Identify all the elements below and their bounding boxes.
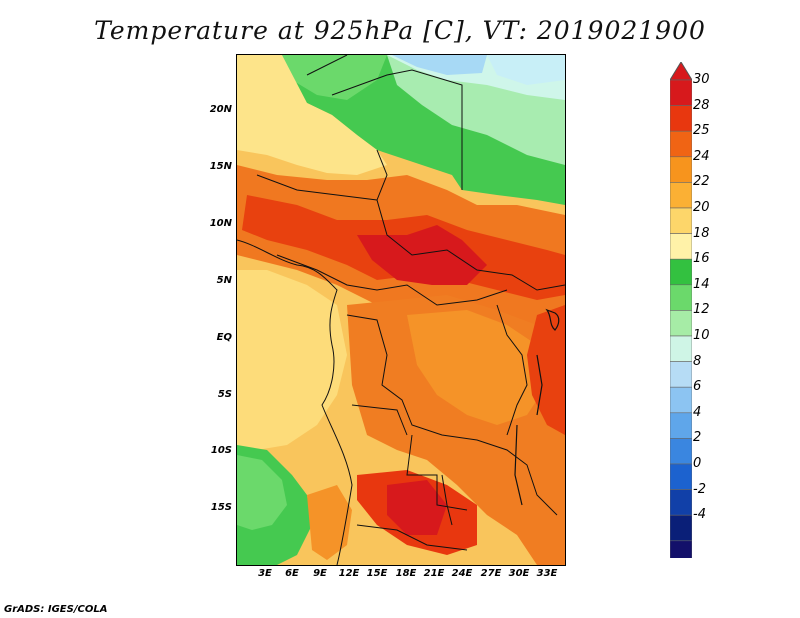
colorbar-label: -4 <box>693 507 706 523</box>
lat-label: 10S <box>210 445 232 456</box>
colorbar-label: 0 <box>693 456 702 471</box>
lon-label: 30E <box>508 568 530 579</box>
colorbar-label: 22 <box>693 174 710 190</box>
colorbar-swatch <box>670 540 692 558</box>
colorbar-swatch <box>670 335 692 362</box>
colorbar-label: 4 <box>693 404 702 420</box>
lon-label: 18E <box>395 568 417 579</box>
colorbar-swatch <box>670 130 692 158</box>
lon-label: 24E <box>451 568 473 579</box>
colorbar-swatch <box>670 182 692 209</box>
colorbar-label: 6 <box>693 379 702 395</box>
colorbar-max-arrow <box>670 62 692 81</box>
lon-label: 9E <box>313 568 327 579</box>
lat-label: 10N <box>209 218 232 229</box>
colorbar-label: 14 <box>693 276 710 292</box>
colorbar-swatch <box>670 156 692 183</box>
colorbar-label: 2 <box>693 430 702 446</box>
colorbar-swatch <box>670 310 692 337</box>
lat-label: 15S <box>210 502 232 513</box>
colorbar-label: 25 <box>693 123 710 139</box>
colorbar-label: -2 <box>693 481 706 497</box>
colorbar-swatch <box>670 207 692 234</box>
colorbar-label: 24 <box>693 148 710 164</box>
colorbar-label: 18 <box>693 225 710 241</box>
colorbar-swatch <box>670 284 692 311</box>
temperature-map <box>236 54 566 566</box>
colorbar-swatch <box>670 79 692 106</box>
colorbar-label: 20 <box>693 200 710 215</box>
lat-label: 15N <box>209 161 232 172</box>
colorbar-swatch <box>670 438 692 465</box>
colorbar-swatch <box>670 489 692 516</box>
lon-label: 21E <box>423 568 445 579</box>
colorbar <box>670 62 692 558</box>
lat-label: EQ <box>216 332 232 343</box>
colorbar-swatch <box>670 105 692 132</box>
colorbar-swatch <box>670 412 692 439</box>
lon-label: 12E <box>338 568 360 579</box>
colorbar-swatch <box>670 233 692 260</box>
lat-label: 5N <box>216 275 232 286</box>
colorbar-label: 12 <box>693 302 710 318</box>
colorbar-swatch <box>670 514 692 542</box>
colorbar-label: 28 <box>693 97 710 113</box>
colorbar-label: 30 <box>693 72 710 87</box>
colorbar-swatch <box>670 386 692 414</box>
lon-label: 27E <box>480 568 502 579</box>
colorbar-label: 10 <box>693 328 710 343</box>
lon-label: 3E <box>258 568 272 579</box>
temperature-field <box>237 55 565 565</box>
lon-label: 6E <box>285 568 299 579</box>
colorbar-label: 16 <box>693 251 710 267</box>
lat-label: 20N <box>209 104 232 115</box>
lon-label: 33E <box>536 568 558 579</box>
map-title: Temperature at 925hPa [C], VT: 201902190… <box>94 16 706 45</box>
colorbar-swatch <box>670 463 692 490</box>
colorbar-swatch <box>670 361 692 388</box>
colorbar-label: 8 <box>693 353 702 369</box>
grads-credit: GrADS: IGES/COLA <box>4 604 108 615</box>
colorbar-swatch <box>670 258 692 286</box>
lon-label: 15E <box>366 568 388 579</box>
lat-label: 5S <box>217 389 232 400</box>
